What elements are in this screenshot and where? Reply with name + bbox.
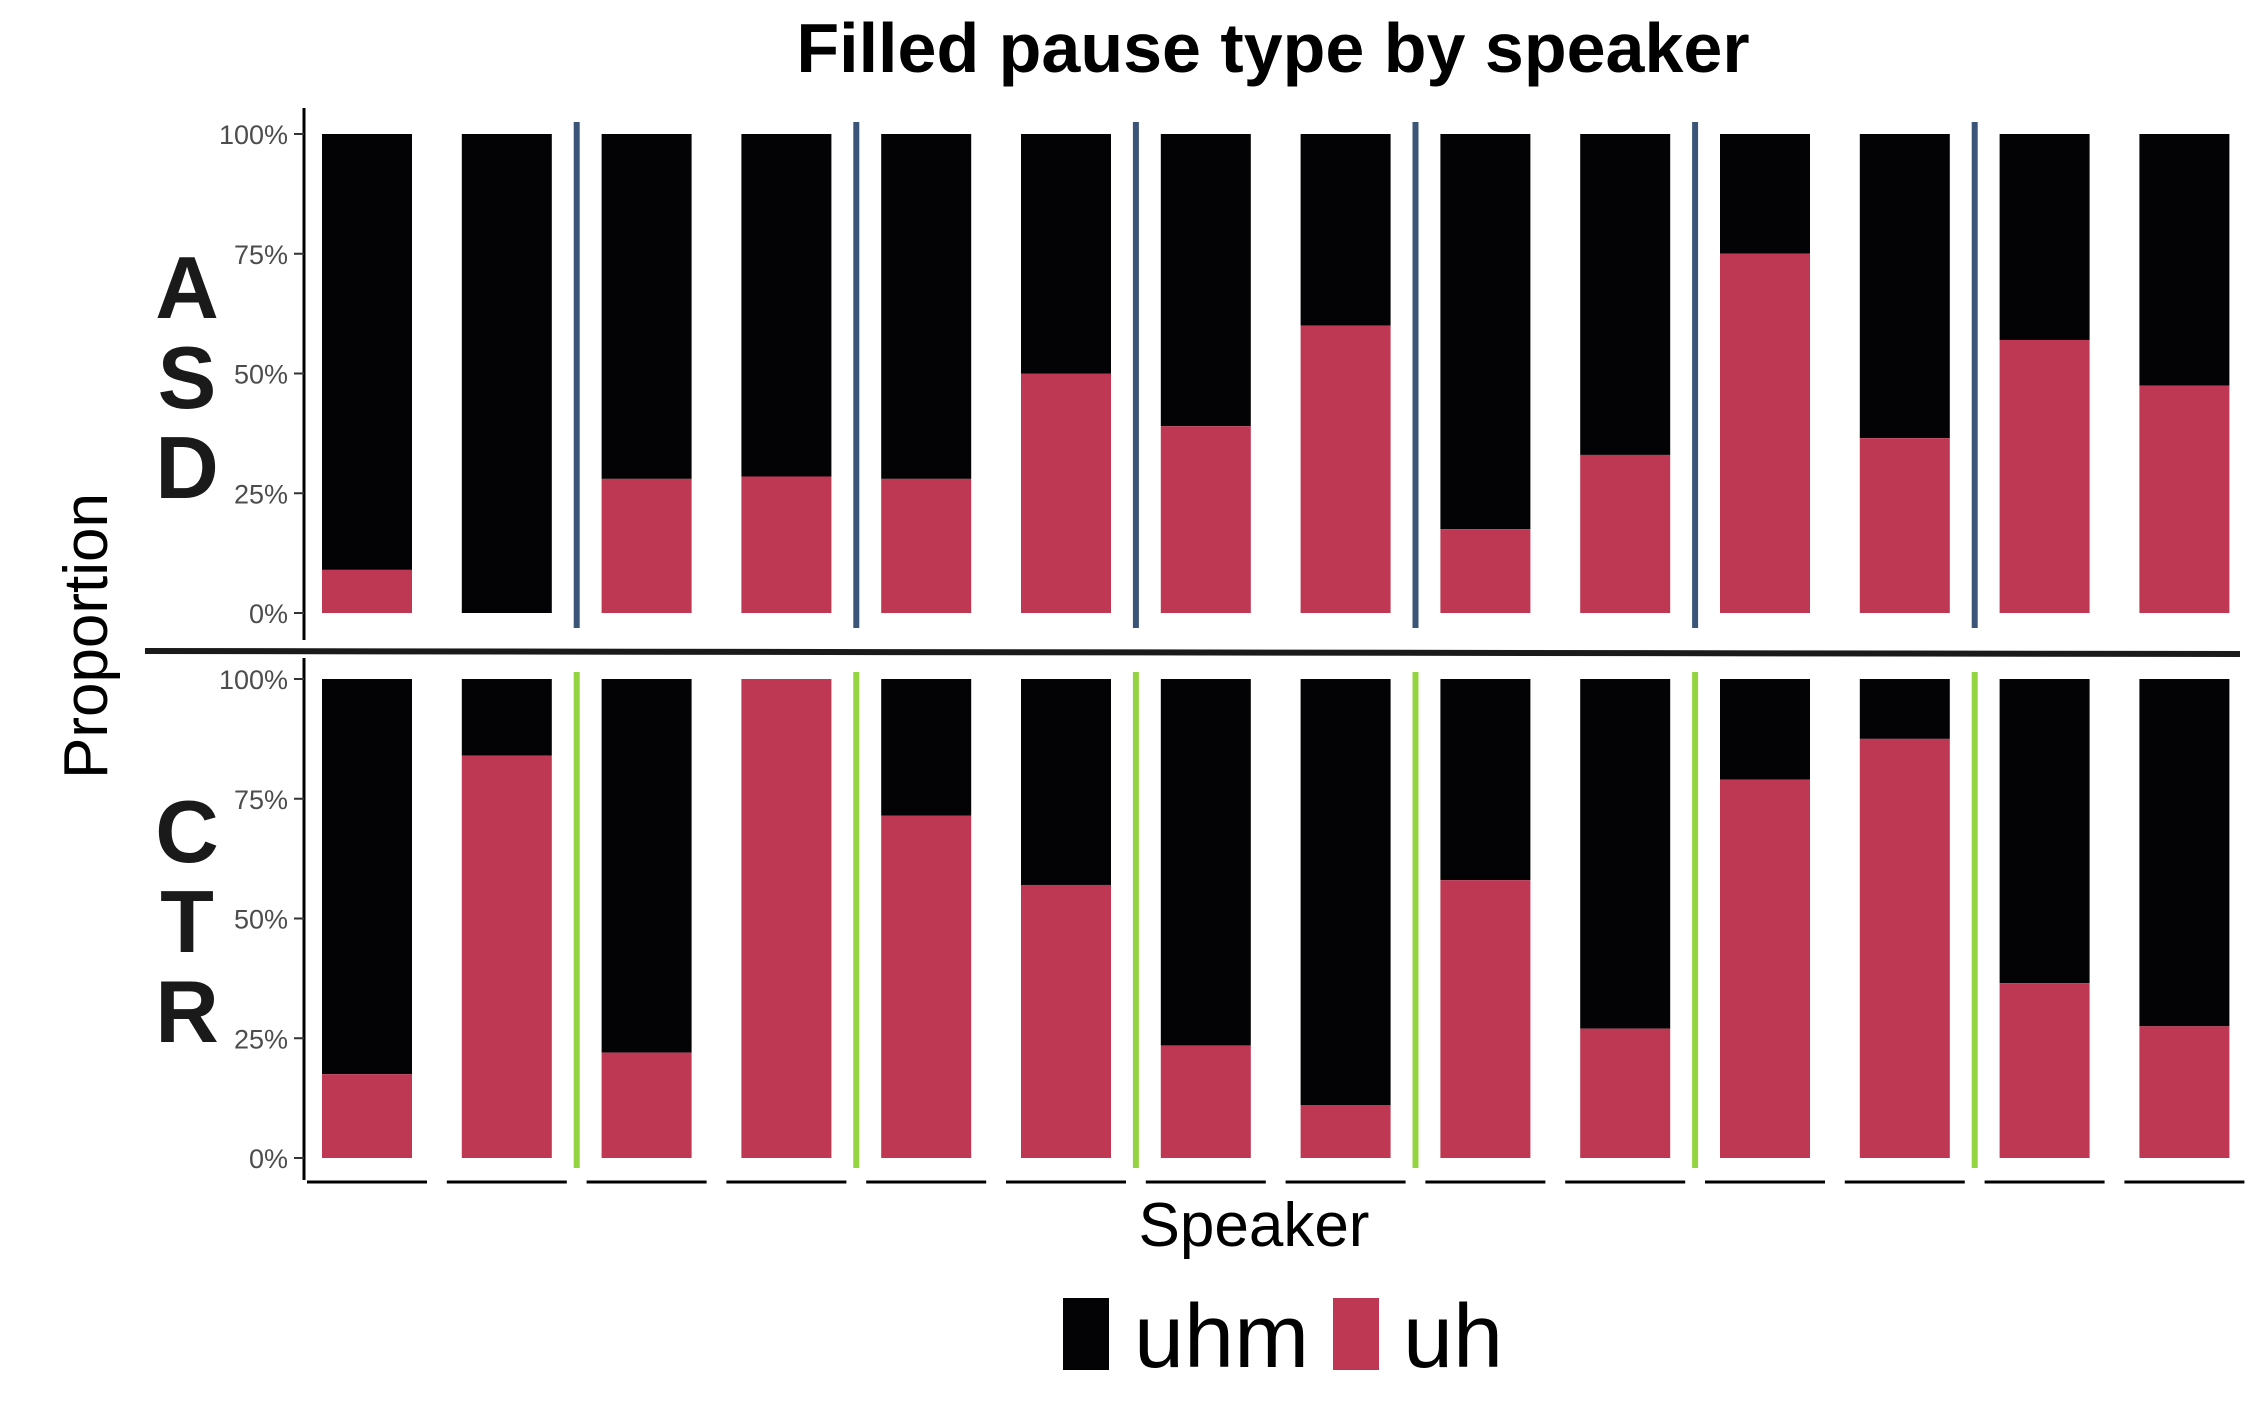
panel-label-letter-asd-3: D bbox=[155, 418, 219, 517]
chart-title: Filled pause type by speaker bbox=[796, 9, 1749, 87]
legend-label-uhm: uhm bbox=[1134, 1287, 1309, 1387]
bar-uh-ctr-5 bbox=[881, 815, 972, 1158]
bar-uhm-asd-6 bbox=[1021, 134, 1111, 374]
bar-uh-ctr-10 bbox=[1580, 1028, 1671, 1158]
legend-swatch-uh bbox=[1333, 1298, 1379, 1370]
legend: uhm uh bbox=[1063, 1287, 1503, 1387]
y-tick-label-ctr-0: 0% bbox=[249, 1144, 288, 1174]
bar-uhm-asd-1 bbox=[322, 134, 412, 570]
legend-label-uh: uh bbox=[1403, 1287, 1503, 1387]
y-tick-label-ctr-2: 50% bbox=[234, 905, 288, 935]
panel-ctr: 0% 25% 50% 75% 100% CTR bbox=[155, 658, 2230, 1180]
bar-uhm-ctr-10 bbox=[1580, 679, 1671, 1029]
bar-uhm-ctr-3 bbox=[601, 679, 692, 1053]
bar-uh-ctr-9 bbox=[1440, 880, 1531, 1158]
bar-uhm-ctr-9 bbox=[1440, 679, 1531, 881]
bar-uh-asd-11 bbox=[1720, 253, 1810, 613]
bar-uh-ctr-13 bbox=[1999, 983, 2090, 1158]
bar-uhm-asd-4 bbox=[741, 134, 832, 477]
bar-uh-ctr-7 bbox=[1160, 1045, 1251, 1158]
panel-label-letter-asd-2: S bbox=[158, 328, 217, 427]
panel-separator bbox=[144, 648, 2241, 657]
bar-uhm-asd-12 bbox=[1859, 134, 1950, 439]
bar-uhm-asd-3 bbox=[601, 134, 692, 479]
bar-uhm-asd-13 bbox=[1999, 134, 2090, 340]
panel-label-letter-ctr-3: R bbox=[155, 962, 219, 1061]
bar-uhm-ctr-6 bbox=[1021, 679, 1111, 885]
bar-uh-ctr-6 bbox=[1021, 884, 1111, 1158]
y-tick-label-ctr-3: 75% bbox=[234, 785, 288, 815]
panel-label-letter-ctr-1: C bbox=[155, 782, 219, 881]
bar-uhm-asd-2 bbox=[461, 134, 552, 613]
bar-uhm-asd-10 bbox=[1580, 134, 1671, 455]
bar-uhm-asd-8 bbox=[1300, 134, 1391, 326]
panels: 0% 25% 50% 75% 100% ASD 0% 25% 50% 75% 100% CTR bbox=[144, 108, 2241, 1180]
bar-uhm-ctr-8 bbox=[1300, 679, 1391, 1106]
y-tick-label-asd-0: 0% bbox=[249, 599, 288, 629]
bar-uhm-asd-9 bbox=[1440, 134, 1531, 530]
y-tick-label-asd-2: 50% bbox=[234, 360, 288, 390]
x-axis-title: Speaker bbox=[1139, 1191, 1370, 1260]
bar-uhm-ctr-12 bbox=[1859, 679, 1950, 739]
y-tick-label-asd-3: 75% bbox=[234, 240, 288, 270]
bar-uh-ctr-8 bbox=[1300, 1105, 1391, 1158]
bar-uh-ctr-4 bbox=[741, 679, 832, 1158]
bar-uh-asd-4 bbox=[741, 476, 832, 613]
panel-label-letter-asd-1: A bbox=[155, 238, 219, 337]
y-tick-label-asd-4: 100% bbox=[219, 120, 288, 150]
bar-uhm-asd-7 bbox=[1160, 134, 1251, 427]
bar-uh-asd-7 bbox=[1160, 426, 1251, 613]
bar-uh-asd-10 bbox=[1580, 454, 1671, 613]
bar-uhm-ctr-5 bbox=[881, 679, 972, 816]
panel-asd: 0% 25% 50% 75% 100% ASD bbox=[155, 108, 2230, 640]
bar-uhm-asd-14 bbox=[2139, 134, 2230, 386]
bar-uh-asd-14 bbox=[2139, 385, 2230, 613]
bar-uh-asd-5 bbox=[881, 478, 972, 613]
bar-uh-ctr-12 bbox=[1859, 738, 1950, 1158]
y-axis-title: Proportion bbox=[52, 493, 121, 779]
bar-uh-ctr-11 bbox=[1720, 779, 1810, 1158]
bar-uh-asd-8 bbox=[1300, 325, 1391, 613]
bar-uh-ctr-2 bbox=[461, 755, 552, 1158]
bar-uhm-ctr-14 bbox=[2139, 679, 2230, 1027]
bar-uh-asd-6 bbox=[1021, 373, 1111, 613]
bar-uh-asd-13 bbox=[1999, 339, 2090, 613]
legend-swatch-uhm bbox=[1063, 1298, 1109, 1370]
bar-uh-asd-9 bbox=[1440, 529, 1531, 613]
bar-uh-asd-3 bbox=[601, 478, 692, 613]
bar-uh-ctr-3 bbox=[601, 1052, 692, 1158]
y-tick-label-ctr-4: 100% bbox=[219, 665, 288, 695]
bar-uh-ctr-14 bbox=[2139, 1026, 2230, 1158]
y-tick-label-asd-1: 25% bbox=[234, 479, 288, 509]
panel-label-letter-ctr-2: T bbox=[160, 872, 214, 971]
bar-uh-asd-1 bbox=[322, 569, 412, 613]
bar-uhm-ctr-7 bbox=[1160, 679, 1251, 1046]
bar-uhm-asd-5 bbox=[881, 134, 972, 479]
bar-uh-asd-12 bbox=[1859, 438, 1950, 613]
bar-uhm-ctr-1 bbox=[322, 679, 412, 1075]
bar-uhm-ctr-2 bbox=[461, 679, 552, 756]
bar-uhm-ctr-11 bbox=[1720, 679, 1810, 780]
bar-uhm-asd-11 bbox=[1720, 134, 1810, 254]
bar-uh-ctr-1 bbox=[322, 1074, 412, 1158]
bar-uhm-ctr-13 bbox=[1999, 679, 2090, 984]
y-tick-label-ctr-1: 25% bbox=[234, 1024, 288, 1054]
